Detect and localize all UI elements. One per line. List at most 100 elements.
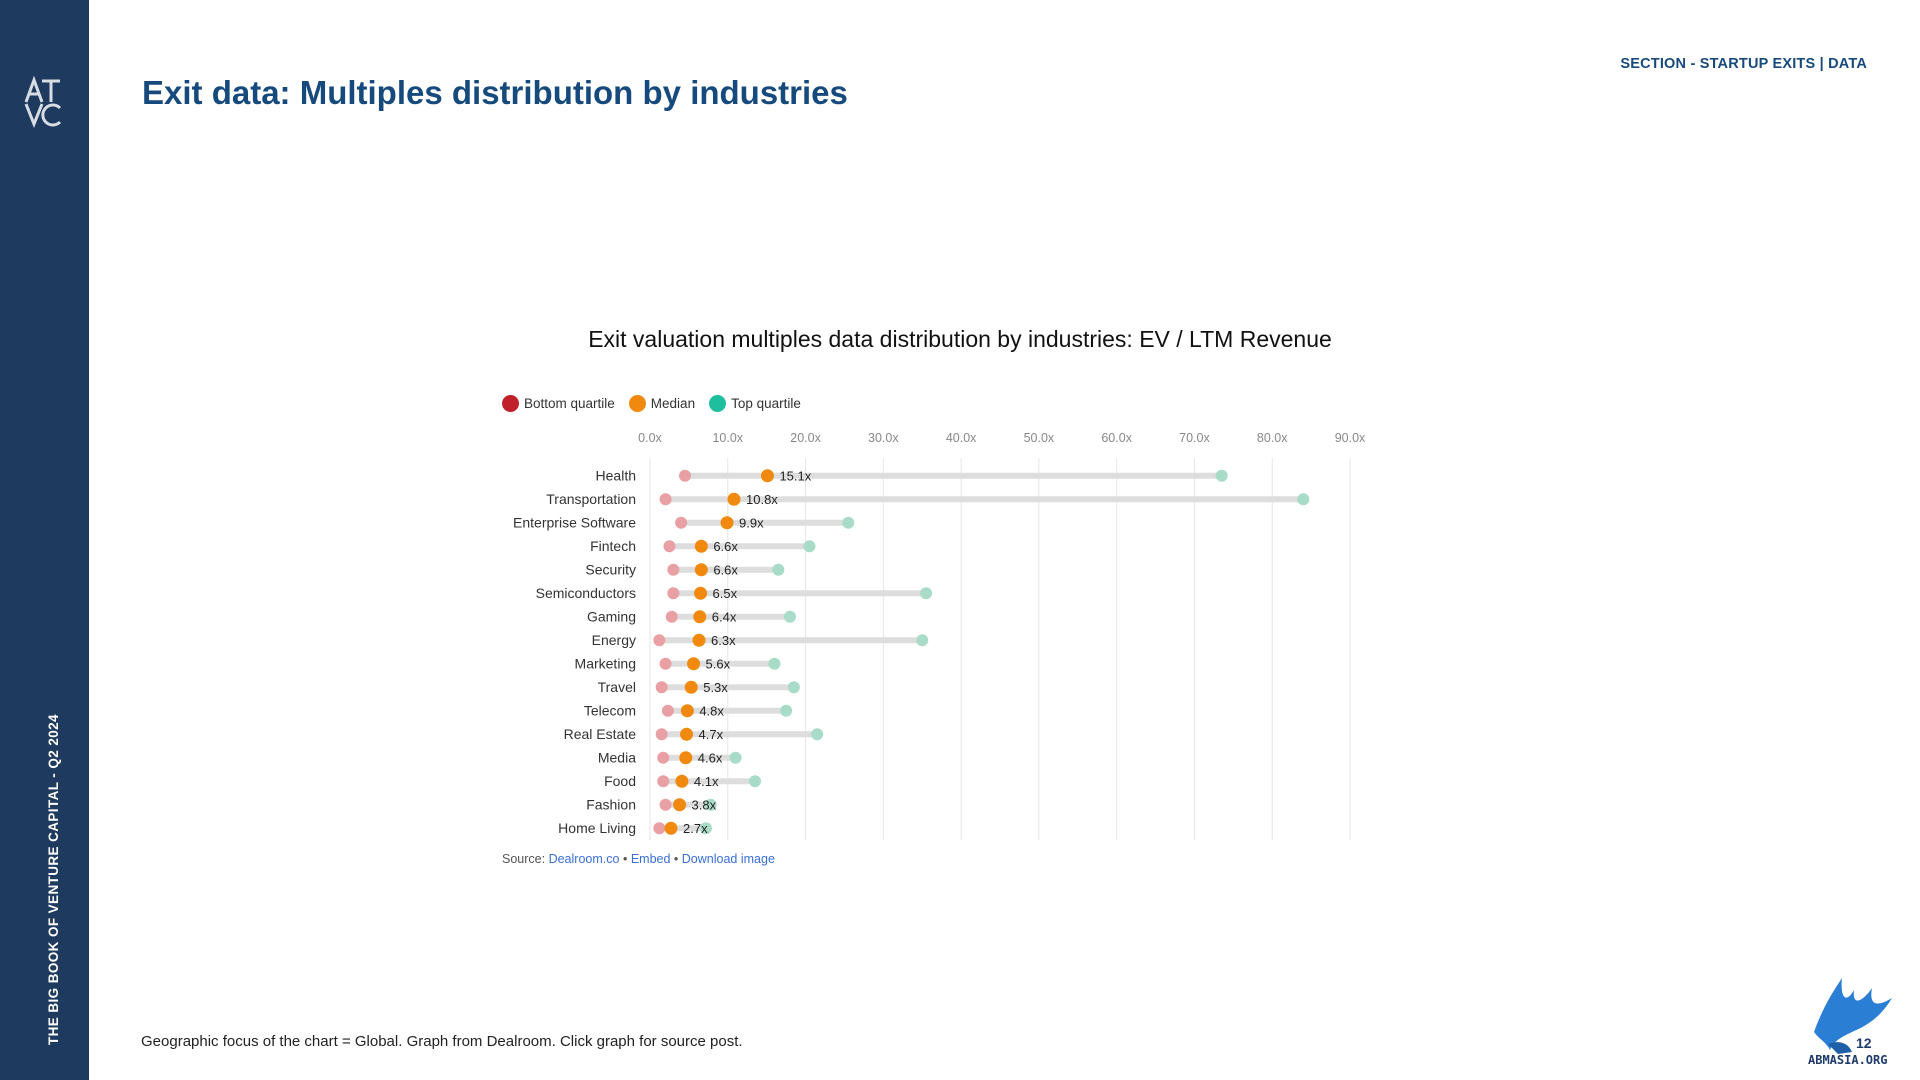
category-label: Energy [592,632,636,648]
top-quartile-dot [916,634,929,647]
legend-swatch-median [628,395,646,412]
median-dot [675,774,689,788]
legend-swatch-bottom-quartile [502,395,519,412]
category-label: Transportation [546,491,636,507]
bottom-quartile-dot [667,587,680,600]
median-dot [664,821,678,835]
median-dot [684,680,698,694]
category-label: Marketing [575,655,636,671]
page-title: Exit data: Multiples distribution by ind… [142,74,848,111]
median-dot [727,492,741,506]
top-quartile-dot [704,798,717,811]
median-data-label: 15.1x [779,468,811,483]
embed-link[interactable]: Embed [630,852,671,866]
median-data-label: 4.8x [699,703,724,718]
category-label: Enterprise Software [513,514,636,530]
top-quartile-dot [842,516,855,529]
bottom-quartile-dot [679,469,691,482]
bottom-quartile-dot [653,822,666,835]
category-label: Food [604,773,636,789]
x-tick-label: 80.0x [1257,431,1288,445]
median-data-label: 6.6x [713,562,738,577]
median-data-label: 5.3x [703,680,728,695]
bottom-quartile-dot [667,563,680,576]
x-tick-label: 30.0x [868,431,899,445]
bottom-quartile-dot [659,657,672,670]
median-dot [694,586,708,600]
category-label: Semiconductors [536,585,636,601]
median-data-label: 6.4x [712,609,737,624]
category-label: Security [585,561,636,577]
top-quartile-dot [811,728,824,741]
median-dot [692,633,706,647]
legend-swatch-top-quartile [709,395,727,412]
median-data-label: 6.6x [713,539,738,554]
legend-item-median: Median [628,395,696,412]
median-data-label: 2.7x [683,821,708,836]
bottom-quartile-dot [659,493,672,506]
top-quartile-dot [772,563,785,576]
median-dot [694,539,708,553]
top-quartile-dot [920,587,933,600]
brand-number: 12 [1856,1035,1872,1051]
category-label: Home Living [558,820,636,836]
median-dot [720,516,734,530]
bottom-quartile-dot [665,610,678,623]
legend-item-top-quartile: Top quartile [709,395,801,412]
chart-title: Exit valuation multiples data distributi… [588,326,1332,352]
median-dot [680,727,694,741]
legend-item-bottom-quartile: Bottom quartile [502,395,615,412]
section-label: SECTION - STARTUP EXITS | DATA [1620,56,1867,72]
top-quartile-dot [780,704,793,717]
median-data-label: 6.3x [711,633,736,648]
bottom-quartile-dot [655,681,668,694]
category-label: Fashion [586,796,636,812]
download-image-link[interactable]: Download image [681,852,775,866]
brand-text: ABMASIA.ORG [1808,1053,1887,1067]
top-quartile-dot [803,540,816,553]
bottom-quartile-dot [675,516,688,529]
top-quartile-dot [768,657,781,670]
category-label: Fintech [590,538,636,554]
legend-label-top-quartile: Top quartile [731,396,801,411]
source-link-dealroom[interactable]: Dealroom.co [548,852,620,866]
top-quartile-dot [1215,469,1228,482]
x-tick-label: 70.0x [1179,431,1210,445]
bottom-quartile-dot [663,540,676,553]
median-data-label: 6.5x [713,586,738,601]
source-prefix: Source: [502,852,546,866]
top-quartile-dot [784,610,796,623]
bottom-quartile-dot [653,634,666,647]
median-dot [760,469,774,483]
legend-label-bottom-quartile: Bottom quartile [524,396,615,411]
bottom-quartile-dot [657,775,670,788]
median-data-label: 5.6x [706,656,731,671]
top-quartile-dot [749,775,761,788]
x-tick-label: 90.0x [1335,431,1366,445]
median-dot [687,657,701,671]
exit-multiples-chart[interactable]: 0.0x 10.0x 20.0x 30.0x 40.0x 50.0x 60.0x 70.0x 8… [500,428,1430,840]
bottom-quartile-dot [659,798,672,811]
top-quartile-dot [700,822,712,835]
category-label: Travel [598,679,636,695]
x-tick-label: 40.0x [946,431,977,445]
category-label: Telecom [584,702,636,718]
footnote: Geographic focus of the chart = Global. … [141,1033,743,1050]
x-tick-label: 50.0x [1024,431,1055,445]
median-dot [679,751,693,765]
category-label: Gaming [587,608,636,624]
median-dot [693,610,707,624]
top-quartile-dot [1297,493,1310,506]
median-data-label: 4.7x [699,727,724,742]
median-data-label: 4.1x [694,774,719,789]
chart-legend: Bottom quartile Median Top quartile [502,395,801,412]
atvc-logo [24,76,62,128]
median-dot [680,704,694,718]
top-quartile-dot [787,681,800,694]
median-dot [694,563,708,577]
legend-label-median: Median [650,396,696,411]
median-data-label: 10.8x [746,492,778,507]
category-label: Media [598,749,636,765]
source-separator: • [622,852,628,866]
median-data-label: 4.6x [698,750,723,765]
